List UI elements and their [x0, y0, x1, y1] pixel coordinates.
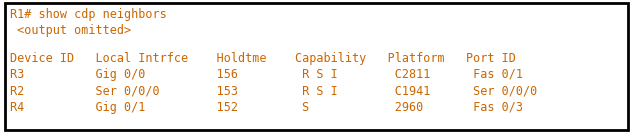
Text: R2          Ser 0/0/0        153         R S I        C1941      Ser 0/0/0: R2 Ser 0/0/0 153 R S I C1941 Ser 0/0/0	[10, 85, 537, 98]
Text: R4          Gig 0/1          152         S            2960       Fas 0/3: R4 Gig 0/1 152 S 2960 Fas 0/3	[10, 101, 523, 114]
Text: R3          Gig 0/0          156         R S I        C2811      Fas 0/1: R3 Gig 0/0 156 R S I C2811 Fas 0/1	[10, 68, 523, 81]
Text: <output omitted>: <output omitted>	[10, 24, 131, 37]
Text: R1# show cdp neighbors: R1# show cdp neighbors	[10, 8, 167, 21]
FancyBboxPatch shape	[5, 3, 628, 130]
Text: Device ID   Local Intrfce    Holdtme    Capability   Platform   Port ID: Device ID Local Intrfce Holdtme Capabili…	[10, 52, 516, 65]
